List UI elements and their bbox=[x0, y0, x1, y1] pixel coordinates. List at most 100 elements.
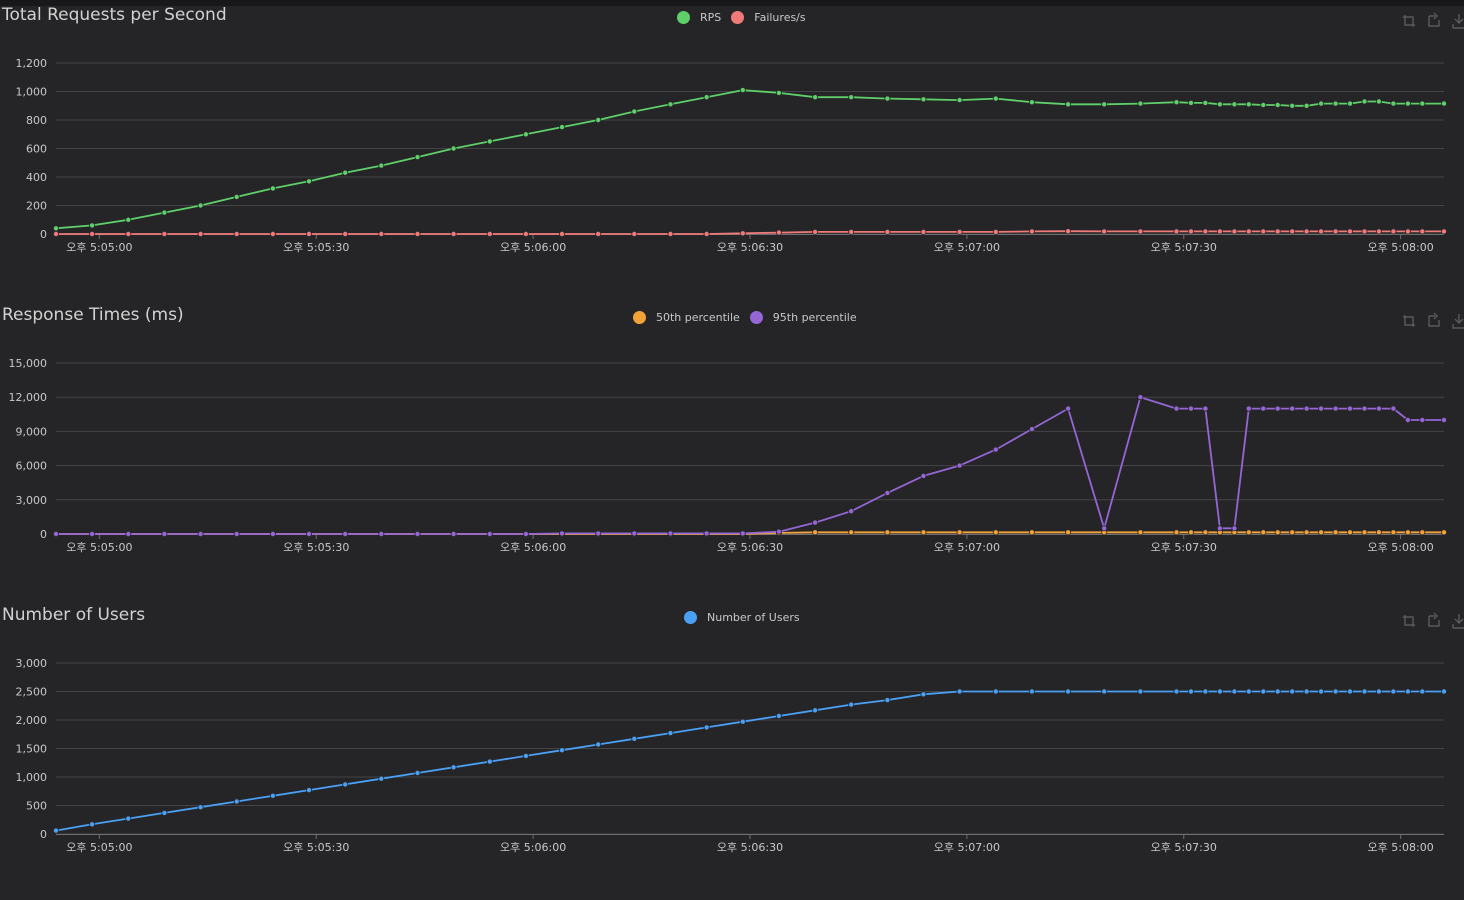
chart-toolbox bbox=[1400, 312, 1464, 330]
x-tick-label: 오후 5:06:00 bbox=[500, 241, 566, 254]
data-point bbox=[1216, 228, 1223, 235]
data-point bbox=[1303, 529, 1310, 536]
data-point bbox=[450, 230, 457, 237]
data-point bbox=[305, 787, 312, 794]
data-point bbox=[1188, 228, 1195, 235]
data-point bbox=[1028, 99, 1035, 106]
legend-dot bbox=[749, 310, 763, 324]
data-point bbox=[1065, 688, 1072, 695]
zoom-reset-icon[interactable] bbox=[1425, 12, 1443, 30]
data-point bbox=[1303, 102, 1310, 109]
data-point bbox=[522, 530, 529, 537]
y-tick-label: 200 bbox=[26, 200, 47, 213]
data-point bbox=[53, 225, 60, 232]
data-point bbox=[1347, 100, 1354, 107]
legend-dot bbox=[633, 310, 646, 324]
data-point bbox=[1101, 228, 1108, 235]
data-point bbox=[956, 462, 963, 469]
y-tick-label: 1,200 bbox=[16, 57, 48, 70]
data-point bbox=[378, 775, 385, 782]
data-point bbox=[667, 730, 674, 737]
y-tick-label: 600 bbox=[26, 143, 47, 156]
legend-item-rps[interactable]: RPS bbox=[677, 10, 721, 24]
data-point bbox=[1404, 100, 1411, 107]
save-image-icon[interactable] bbox=[1450, 12, 1464, 30]
data-point bbox=[1332, 100, 1339, 107]
data-point bbox=[342, 530, 349, 537]
data-point bbox=[1274, 228, 1281, 235]
data-point bbox=[1188, 405, 1195, 412]
data-point bbox=[1231, 228, 1238, 235]
x-tick-label: 오후 5:07:30 bbox=[1151, 241, 1217, 254]
data-point bbox=[1216, 101, 1223, 108]
data-point bbox=[1318, 228, 1325, 235]
legend: RPS Failures/s bbox=[677, 9, 816, 25]
x-tick-label: 오후 5:06:00 bbox=[500, 541, 566, 554]
data-point bbox=[1101, 688, 1108, 695]
data-point bbox=[631, 530, 638, 537]
data-point bbox=[1137, 394, 1144, 401]
data-point bbox=[1065, 405, 1072, 412]
data-point bbox=[414, 230, 421, 237]
zoom-icon[interactable] bbox=[1400, 12, 1418, 30]
data-point bbox=[342, 781, 349, 788]
x-tick-label: 오후 5:07:00 bbox=[934, 841, 1000, 854]
data-point bbox=[125, 216, 132, 223]
data-point bbox=[89, 821, 96, 828]
save-image-icon[interactable] bbox=[1450, 312, 1464, 330]
chart-title: Total Requests per Second bbox=[2, 5, 227, 25]
data-point bbox=[161, 530, 168, 537]
x-tick-label: 오후 5:05:30 bbox=[283, 841, 349, 854]
data-point bbox=[486, 138, 493, 145]
data-point bbox=[233, 230, 240, 237]
data-point bbox=[1216, 525, 1223, 532]
y-tick-label: 3,000 bbox=[16, 657, 48, 670]
y-tick-label: 0 bbox=[40, 528, 47, 541]
data-point bbox=[486, 758, 493, 765]
data-point bbox=[848, 701, 855, 708]
data-point bbox=[1347, 228, 1354, 235]
legend-item-p50[interactable]: 50th percentile bbox=[633, 310, 740, 324]
data-point bbox=[1202, 405, 1209, 412]
data-point bbox=[450, 764, 457, 771]
data-point bbox=[956, 97, 963, 104]
data-point bbox=[486, 530, 493, 537]
legend-item-failures[interactable]: Failures/s bbox=[731, 10, 806, 24]
y-tick-label: 500 bbox=[26, 800, 47, 813]
legend-item-p95[interactable]: 95th percentile bbox=[749, 310, 857, 324]
data-point bbox=[1173, 405, 1180, 412]
legend-dot bbox=[684, 610, 697, 624]
zoom-reset-icon[interactable] bbox=[1425, 612, 1443, 630]
data-point bbox=[1332, 688, 1339, 695]
zoom-icon[interactable] bbox=[1400, 312, 1418, 330]
data-point bbox=[125, 230, 132, 237]
zoom-reset-icon[interactable] bbox=[1425, 312, 1443, 330]
data-point bbox=[667, 101, 674, 108]
data-point bbox=[161, 230, 168, 237]
data-point bbox=[53, 530, 60, 537]
data-point bbox=[1274, 529, 1281, 536]
data-point bbox=[848, 508, 855, 515]
data-point bbox=[848, 228, 855, 235]
data-point bbox=[1260, 688, 1267, 695]
data-point bbox=[1361, 228, 1368, 235]
legend-item-users[interactable]: Number of Users bbox=[684, 610, 800, 624]
data-point bbox=[595, 530, 602, 537]
data-point bbox=[1441, 228, 1448, 235]
data-point bbox=[559, 230, 566, 237]
data-point bbox=[848, 94, 855, 101]
save-image-icon[interactable] bbox=[1450, 612, 1464, 630]
data-point bbox=[775, 229, 782, 236]
data-point bbox=[920, 228, 927, 235]
zoom-icon[interactable] bbox=[1400, 612, 1418, 630]
data-point bbox=[89, 222, 96, 229]
data-point bbox=[920, 96, 927, 103]
data-point bbox=[1188, 99, 1195, 106]
data-point bbox=[1231, 525, 1238, 532]
data-point bbox=[1404, 417, 1411, 424]
data-point bbox=[1260, 405, 1267, 412]
data-point bbox=[884, 95, 891, 102]
x-tick-label: 오후 5:07:30 bbox=[1151, 541, 1217, 554]
data-point bbox=[378, 230, 385, 237]
x-tick-label: 오후 5:05:30 bbox=[283, 541, 349, 554]
